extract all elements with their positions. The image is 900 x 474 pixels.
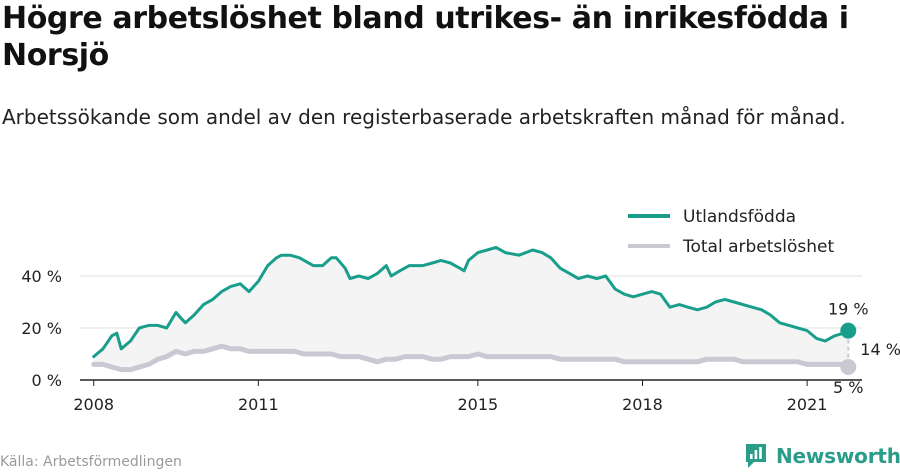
y-tick-label: 20 % xyxy=(21,319,62,338)
x-tick-label: 2021 xyxy=(787,395,828,414)
gap-area xyxy=(93,247,849,370)
series-line-utlandsfodda xyxy=(92,245,850,359)
chart-subtitle: Arbetssökande som andel av den registerb… xyxy=(2,105,846,129)
gap-value-label: 14 % xyxy=(860,340,900,359)
brand-name: Newsworthy xyxy=(776,444,900,468)
y-tick-label: 40 % xyxy=(21,267,62,286)
y-tick-label: 0 % xyxy=(32,371,62,390)
x-tick-label: 2008 xyxy=(73,395,114,414)
x-tick-label: 2018 xyxy=(622,395,663,414)
newsworthy-logo-icon xyxy=(746,444,766,468)
chart-title: Högre arbetslöshet bland utrikes- än inr… xyxy=(2,1,849,73)
x-tick-label: 2015 xyxy=(458,395,499,414)
last-point-utlandsfodda xyxy=(840,322,857,339)
legend-label-utlandsfodda: Utlandsfödda xyxy=(683,207,796,227)
legend: Utlandsfödda Total arbetslöshet xyxy=(628,207,835,257)
y-axis: 0 % 20 % 40 % xyxy=(21,267,62,390)
series-line-total-arbetsloshet xyxy=(91,343,851,373)
x-axis: 2008 2011 2015 2018 2021 xyxy=(73,380,827,414)
last-value-label-utlandsfodda: 19 % xyxy=(828,300,869,319)
last-point-total xyxy=(840,359,857,375)
last-value-label-total: 5 % xyxy=(833,378,863,397)
source-note: Källa: Arbetsförmedlingen xyxy=(0,454,182,470)
legend-label-total: Total arbetslöshet xyxy=(682,237,835,257)
brand-logo: Newsworthy xyxy=(744,441,900,471)
x-tick-label: 2011 xyxy=(238,395,279,414)
